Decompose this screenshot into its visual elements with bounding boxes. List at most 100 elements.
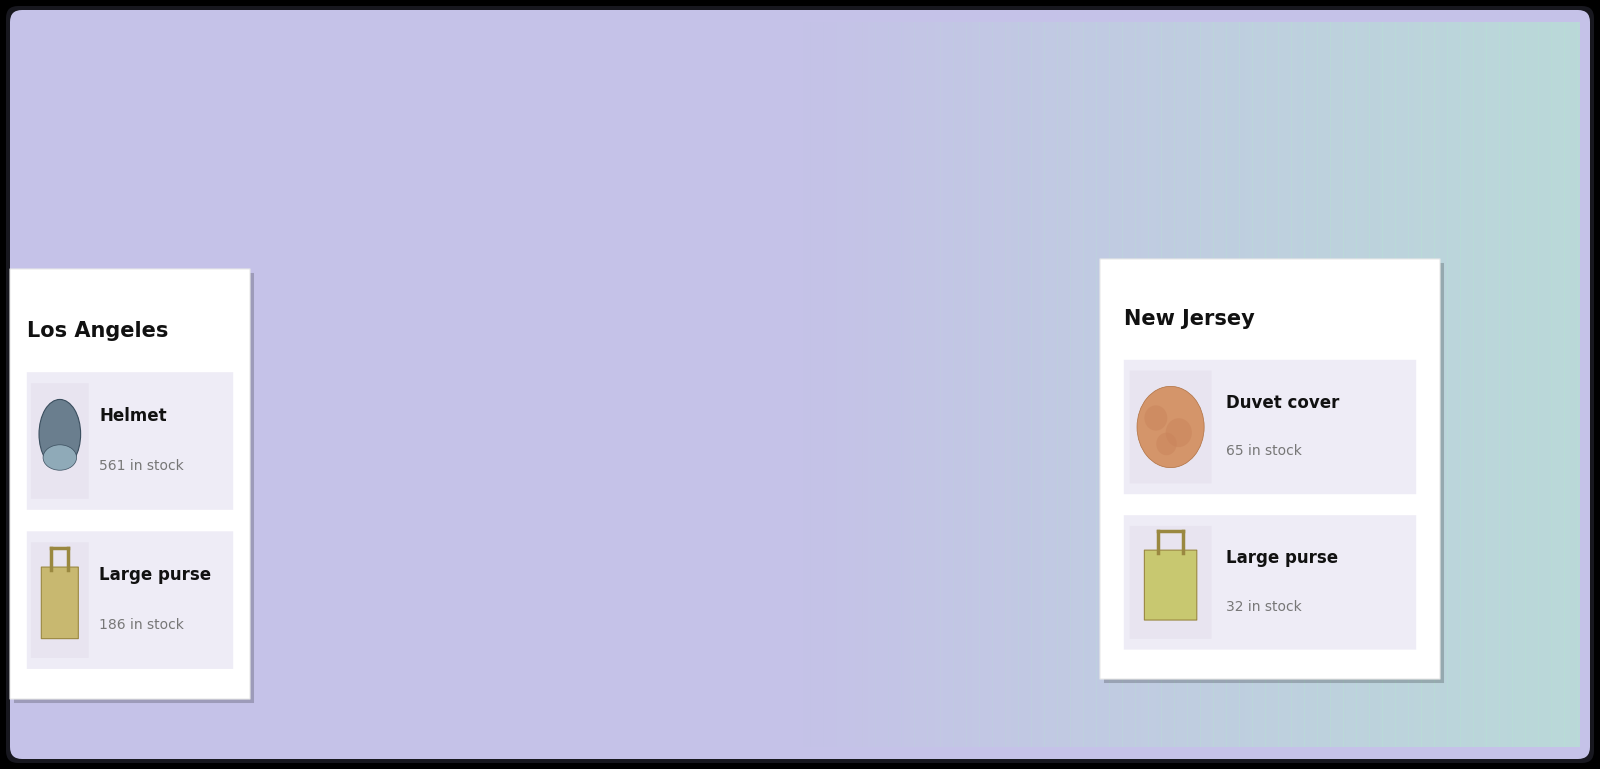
- Bar: [1557, 22, 1560, 747]
- Bar: [1066, 22, 1067, 747]
- Bar: [1440, 22, 1442, 747]
- Bar: [842, 22, 845, 747]
- Bar: [1003, 22, 1005, 747]
- Bar: [1086, 22, 1088, 747]
- Bar: [1096, 22, 1099, 747]
- Bar: [1125, 22, 1128, 747]
- Bar: [1258, 22, 1261, 747]
- Bar: [875, 22, 878, 747]
- Bar: [957, 22, 958, 747]
- Bar: [1379, 22, 1382, 747]
- Bar: [896, 22, 899, 747]
- Bar: [1390, 22, 1394, 747]
- Bar: [1062, 22, 1066, 747]
- Bar: [995, 22, 998, 747]
- Bar: [1374, 22, 1378, 747]
- Bar: [1499, 22, 1502, 747]
- Bar: [1021, 22, 1024, 747]
- Bar: [1291, 22, 1294, 747]
- FancyBboxPatch shape: [42, 567, 78, 638]
- Bar: [1267, 22, 1270, 747]
- Text: New Jersey: New Jersey: [1123, 309, 1254, 329]
- Bar: [1544, 22, 1546, 747]
- Bar: [1171, 22, 1174, 747]
- Bar: [1307, 22, 1310, 747]
- Text: Large purse: Large purse: [99, 566, 211, 584]
- Bar: [1149, 22, 1150, 747]
- Bar: [1427, 22, 1429, 747]
- Bar: [1362, 22, 1365, 747]
- Bar: [984, 22, 987, 747]
- Bar: [808, 22, 811, 747]
- Bar: [1219, 22, 1221, 747]
- Bar: [1141, 22, 1144, 747]
- Bar: [970, 22, 971, 747]
- Text: Helmet: Helmet: [99, 408, 166, 425]
- Text: Large purse: Large purse: [1226, 549, 1338, 568]
- Bar: [1566, 22, 1570, 747]
- Bar: [1382, 22, 1386, 747]
- Bar: [915, 22, 917, 747]
- Bar: [1146, 22, 1149, 747]
- Bar: [1558, 22, 1562, 747]
- FancyBboxPatch shape: [1130, 526, 1211, 639]
- Bar: [1174, 22, 1178, 747]
- Bar: [1312, 22, 1315, 747]
- Bar: [1424, 22, 1427, 747]
- Bar: [818, 22, 821, 747]
- Bar: [1082, 22, 1083, 747]
- Bar: [922, 22, 925, 747]
- Ellipse shape: [1157, 433, 1176, 455]
- Bar: [1512, 22, 1515, 747]
- Bar: [1494, 22, 1498, 747]
- FancyBboxPatch shape: [10, 10, 1590, 759]
- Bar: [1373, 22, 1374, 747]
- Bar: [1539, 22, 1541, 747]
- Text: 561 in stock: 561 in stock: [99, 459, 184, 473]
- Bar: [1341, 22, 1344, 747]
- Bar: [971, 22, 974, 747]
- Bar: [1115, 22, 1117, 747]
- Bar: [1203, 22, 1206, 747]
- Bar: [1304, 22, 1307, 747]
- Bar: [1395, 22, 1398, 747]
- Bar: [1013, 22, 1016, 747]
- Bar: [824, 22, 826, 747]
- Text: 32 in stock: 32 in stock: [1226, 600, 1302, 614]
- Bar: [1099, 22, 1102, 747]
- Bar: [1486, 22, 1490, 747]
- Bar: [1211, 22, 1213, 747]
- Bar: [1266, 22, 1269, 747]
- Bar: [992, 22, 995, 747]
- FancyBboxPatch shape: [1123, 515, 1416, 650]
- Bar: [883, 22, 886, 747]
- Bar: [925, 22, 928, 747]
- Bar: [1011, 22, 1013, 747]
- Bar: [904, 22, 907, 747]
- FancyBboxPatch shape: [1099, 259, 1440, 679]
- Bar: [949, 22, 950, 747]
- Bar: [893, 22, 896, 747]
- Bar: [1336, 22, 1338, 747]
- Bar: [886, 22, 888, 747]
- Bar: [912, 22, 915, 747]
- Bar: [800, 22, 803, 747]
- Bar: [1162, 22, 1165, 747]
- Bar: [1242, 22, 1245, 747]
- Bar: [1283, 22, 1286, 747]
- Bar: [1403, 22, 1406, 747]
- Bar: [1232, 22, 1234, 747]
- Bar: [1458, 22, 1461, 747]
- Bar: [1067, 22, 1070, 747]
- Bar: [1429, 22, 1432, 747]
- Bar: [1237, 22, 1240, 747]
- Ellipse shape: [38, 399, 80, 469]
- Bar: [838, 22, 842, 747]
- Bar: [1275, 22, 1278, 747]
- Bar: [1128, 22, 1130, 747]
- Bar: [1432, 22, 1435, 747]
- Bar: [1270, 22, 1274, 747]
- Bar: [1400, 22, 1403, 747]
- Bar: [1200, 22, 1203, 747]
- Bar: [1315, 22, 1317, 747]
